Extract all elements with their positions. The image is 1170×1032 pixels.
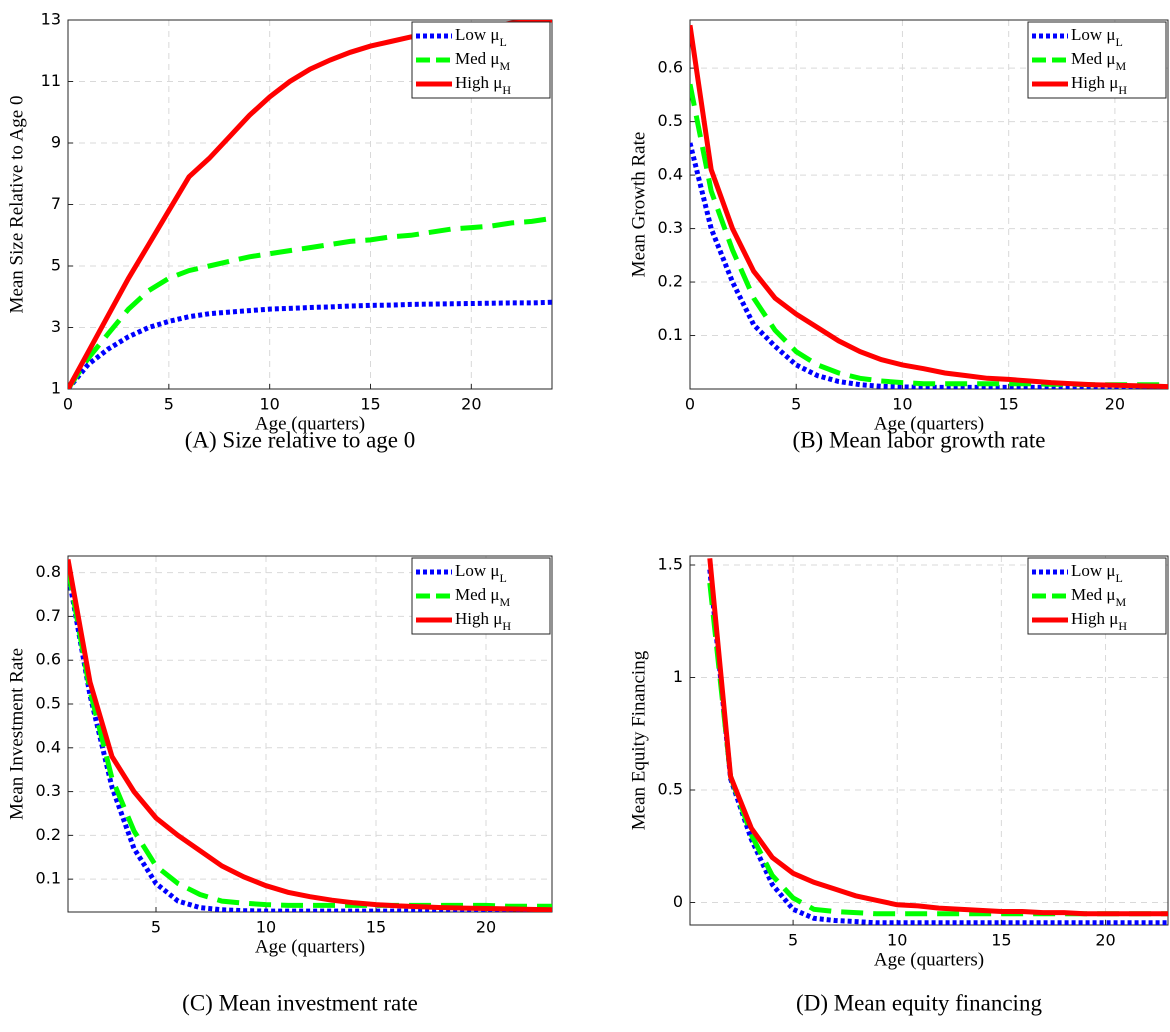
y-axis-label: Mean Investment Rate bbox=[6, 648, 27, 820]
legend-label: High μH bbox=[455, 73, 511, 97]
legend-label: Med μM bbox=[1071, 49, 1127, 73]
x-tick-label: 10 bbox=[892, 395, 912, 414]
x-tick-label: 0 bbox=[685, 395, 695, 414]
series-line bbox=[68, 299, 552, 389]
x-tick-label: 20 bbox=[1095, 931, 1115, 950]
x-tick-label: 0 bbox=[63, 395, 73, 414]
series-line bbox=[68, 559, 552, 912]
x-tick-label: 20 bbox=[476, 918, 496, 937]
series-line bbox=[690, 83, 1168, 388]
x-tick-label: 15 bbox=[366, 918, 386, 937]
x-axis-label: Age (quarters) bbox=[255, 413, 365, 434]
y-tick-label: 0 bbox=[673, 892, 683, 911]
x-tick-label: 10 bbox=[887, 931, 907, 950]
caption: (C) Mean investment rate bbox=[182, 990, 418, 1015]
x-tick-label: 5 bbox=[164, 395, 174, 414]
y-tick-label: 0.2 bbox=[36, 825, 61, 844]
x-tick-label: 15 bbox=[991, 931, 1011, 950]
y-tick-label: 0.3 bbox=[36, 781, 61, 800]
legend-label: High μH bbox=[1071, 73, 1127, 97]
series-line bbox=[68, 215, 552, 389]
axes-box bbox=[689, 555, 1169, 926]
x-tick-label: 15 bbox=[998, 395, 1018, 414]
y-tick-label: 0.7 bbox=[36, 606, 61, 625]
y-axis-label: Mean Size Relative to Age 0 bbox=[6, 96, 27, 314]
y-axis-label: Mean Equity Financing bbox=[628, 650, 649, 830]
x-axis-label: Age (quarters) bbox=[874, 413, 984, 434]
y-tick-label: 11 bbox=[41, 71, 61, 90]
y-tick-label: 0.3 bbox=[658, 218, 683, 237]
y-tick-label: 0.4 bbox=[658, 165, 683, 184]
y-tick-label: 1 bbox=[51, 379, 61, 398]
legend-label: Med μM bbox=[1071, 585, 1127, 609]
legend-label: Low μL bbox=[1071, 561, 1123, 585]
x-axis-label: Age (quarters) bbox=[874, 949, 984, 970]
caption: (A) Size relative to age 0 bbox=[185, 427, 416, 452]
series-line bbox=[707, 582, 1168, 917]
legend-label: High μH bbox=[455, 609, 511, 633]
legend-label: Low μL bbox=[455, 25, 507, 49]
y-tick-label: 0.8 bbox=[36, 562, 61, 581]
series-line bbox=[690, 142, 1168, 389]
x-tick-label: 10 bbox=[259, 395, 279, 414]
x-tick-label: 20 bbox=[461, 395, 481, 414]
y-tick-label: 0.1 bbox=[36, 869, 61, 888]
legend-label: Low μL bbox=[1071, 25, 1123, 49]
x-tick-label: 5 bbox=[788, 931, 798, 950]
x-tick-label: 5 bbox=[791, 395, 801, 414]
y-tick-label: 3 bbox=[51, 317, 61, 336]
legend-label: Med μM bbox=[455, 585, 511, 609]
legend-label: High μH bbox=[1071, 609, 1127, 633]
legend-label: Low μL bbox=[455, 561, 507, 585]
y-axis-label: Mean Growth Rate bbox=[628, 132, 649, 278]
x-tick-label: 5 bbox=[151, 918, 161, 937]
x-axis-label: Age (quarters) bbox=[255, 936, 365, 957]
series-line bbox=[707, 558, 1168, 917]
caption: (B) Mean labor growth rate bbox=[793, 427, 1046, 452]
legend-label: Med μM bbox=[455, 49, 511, 73]
y-tick-label: 1.5 bbox=[658, 555, 683, 574]
caption: (D) Mean equity financing bbox=[796, 990, 1042, 1015]
panel: 5 10 15 20 0.1 0.2 0.3 0.4 0.5 0.6 0.7 0.8 Low μLMed… bbox=[6, 555, 553, 1015]
x-tick-label: 15 bbox=[360, 395, 380, 414]
y-tick-label: 0.5 bbox=[658, 780, 683, 799]
series-line bbox=[68, 567, 552, 909]
axes-box bbox=[67, 19, 553, 390]
y-tick-label: 0.2 bbox=[658, 272, 683, 291]
series-line bbox=[690, 24, 1168, 389]
x-tick-label: 20 bbox=[1105, 395, 1125, 414]
y-tick-label: 9 bbox=[51, 133, 61, 152]
y-tick-label: 0.5 bbox=[36, 694, 61, 713]
y-tick-label: 0.5 bbox=[658, 111, 683, 130]
y-tick-label: 0.6 bbox=[36, 650, 61, 669]
y-tick-label: 5 bbox=[51, 256, 61, 275]
y-tick-label: 0.1 bbox=[658, 325, 683, 344]
y-tick-label: 1 bbox=[673, 667, 683, 686]
series-line bbox=[707, 569, 1168, 925]
y-tick-label: 7 bbox=[51, 194, 61, 213]
x-tick-label: 10 bbox=[256, 918, 276, 937]
series-line bbox=[68, 572, 552, 912]
y-tick-label: 0.4 bbox=[36, 737, 61, 756]
y-tick-label: 13 bbox=[41, 10, 61, 29]
y-tick-label: 0.6 bbox=[658, 58, 683, 77]
